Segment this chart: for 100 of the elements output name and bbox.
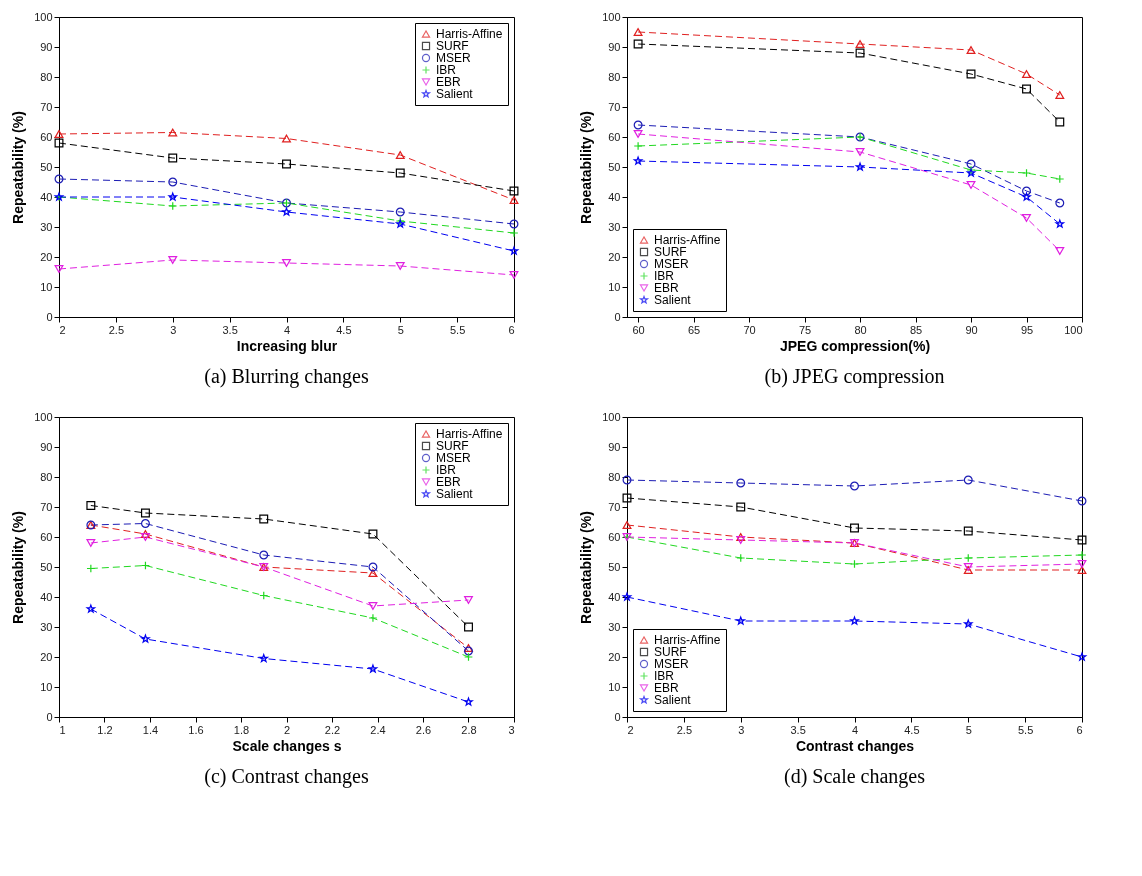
point	[736, 553, 746, 563]
x-tick-label: 5.5	[1017, 723, 1034, 736]
y-tick-label: 90	[608, 440, 621, 453]
x-tick-label: 80	[854, 323, 867, 336]
point	[736, 536, 746, 544]
x-tick-label: 4	[283, 323, 291, 336]
point	[509, 186, 519, 196]
y-axis-title: Repeatability (%)	[578, 111, 595, 224]
y-tick-label: 100	[602, 10, 621, 23]
point	[633, 39, 643, 49]
point	[368, 529, 378, 539]
legend-label: IBR	[436, 463, 457, 477]
x-tick-label: 1	[59, 723, 66, 736]
point	[1077, 560, 1087, 568]
point	[464, 646, 473, 656]
point	[168, 177, 178, 187]
x-tick-label: 70	[743, 323, 756, 336]
x-tick-label: 85	[909, 323, 923, 336]
y-tick-label: 70	[608, 100, 621, 113]
y-tick-label: 40	[608, 190, 621, 203]
x-tick-label: 2.2	[324, 723, 341, 736]
point	[1022, 70, 1031, 78]
x-tick-label: 1.8	[233, 723, 250, 736]
y-tick-label: 10	[40, 280, 53, 293]
legend-label: EBR	[654, 681, 680, 695]
y-tick-label: 70	[608, 500, 621, 513]
point	[1055, 174, 1065, 184]
point	[1022, 168, 1031, 178]
y-tick-label: 60	[40, 130, 53, 143]
point	[1077, 652, 1087, 661]
x-tick-label: 2	[283, 723, 291, 736]
legend-label: IBR	[436, 63, 457, 77]
point	[140, 519, 150, 528]
point	[1022, 214, 1031, 222]
point	[850, 616, 859, 625]
point	[1022, 192, 1031, 201]
x-tick-label: 6	[1076, 723, 1083, 736]
point	[966, 46, 976, 54]
x-tick-label: 4.5	[904, 723, 920, 736]
point	[282, 159, 291, 169]
point	[1077, 566, 1087, 574]
y-tick-label: 100	[602, 410, 621, 423]
point	[736, 616, 746, 625]
x-tick-label: 2	[59, 323, 66, 336]
point	[855, 162, 865, 171]
x-tick-label: 75	[798, 323, 812, 336]
point	[464, 622, 473, 632]
text: (a) Blurring changes	[204, 365, 369, 388]
x-tick-label: 5.5	[449, 323, 466, 336]
y-tick-label: 50	[40, 160, 53, 173]
legend-label: Harris-Affine	[436, 27, 503, 41]
y-tick-label: 100	[34, 410, 53, 423]
point	[855, 40, 865, 48]
point	[395, 168, 405, 178]
legend-label: MSER	[654, 257, 689, 271]
x-tick-label: 3	[738, 723, 745, 736]
y-tick-label: 60	[608, 530, 621, 543]
y-tick-label: 30	[608, 220, 621, 233]
point	[633, 156, 643, 165]
y-axis-title: Repeatability (%)	[10, 511, 27, 624]
point	[86, 604, 96, 613]
point	[736, 533, 746, 541]
y-tick-label: 100	[34, 10, 53, 23]
point	[850, 523, 859, 533]
x-tick-label: 95	[1020, 323, 1034, 336]
legend-label: Salient	[654, 693, 692, 707]
y-axis-title: Repeatability (%)	[578, 511, 595, 624]
legend-label: MSER	[436, 51, 471, 65]
point	[966, 181, 976, 189]
y-tick-label: 10	[40, 680, 53, 693]
point	[168, 192, 178, 201]
point	[633, 120, 643, 130]
point	[464, 644, 473, 652]
point	[633, 141, 643, 151]
y-tick-label: 80	[40, 470, 53, 483]
x-tick-label: 6	[508, 323, 515, 336]
x-tick-label: 90	[965, 323, 978, 336]
x-axis-title: Contrast changes	[795, 737, 915, 754]
legend-label: SURF	[654, 645, 687, 659]
point	[1055, 117, 1065, 127]
point	[736, 502, 746, 512]
point	[1077, 535, 1087, 545]
point	[622, 592, 632, 601]
y-tick-label: 0	[46, 710, 53, 723]
y-tick-label: 0	[614, 710, 621, 723]
y-tick-label: 40	[40, 590, 53, 603]
point	[140, 508, 150, 518]
point	[168, 256, 178, 264]
x-tick-label: 2	[627, 723, 634, 736]
point	[1055, 91, 1065, 99]
y-tick-label: 80	[608, 70, 621, 83]
point	[168, 128, 178, 137]
point	[368, 613, 378, 623]
y-tick-label: 40	[608, 590, 621, 603]
point	[395, 151, 405, 159]
y-tick-label: 40	[40, 190, 53, 203]
y-tick-label: 80	[608, 470, 621, 483]
point	[86, 539, 96, 547]
x-tick-label: 65	[687, 323, 701, 336]
point	[736, 478, 746, 488]
